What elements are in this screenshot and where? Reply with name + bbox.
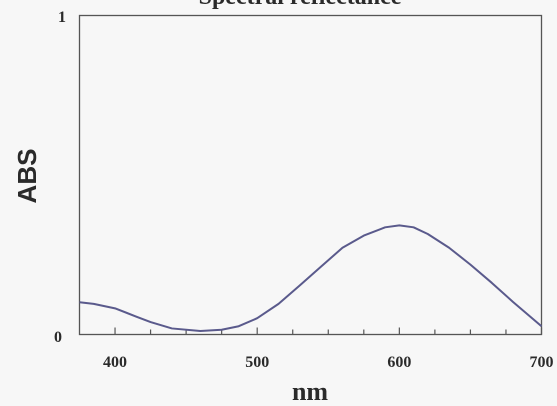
x-tick-label: 600 (387, 354, 411, 371)
series-line (79, 224, 543, 332)
y-tick-label-top: 1 (58, 9, 66, 26)
x-tick-label: 400 (103, 354, 127, 371)
x-ticks (114, 327, 543, 335)
chart-title: Spectral reflectance (199, 0, 402, 10)
x-tick-label: 700 (530, 354, 554, 371)
y-tick-label-bottom: 0 (54, 329, 62, 346)
x-axis-label: nm (292, 377, 328, 406)
x-tick-labels: 400 500 600 700 (103, 354, 553, 371)
y-axis-label: ABS (12, 149, 42, 204)
plot-frame (78, 14, 543, 336)
x-tick-label: 500 (245, 354, 269, 371)
series-layer (79, 224, 543, 332)
